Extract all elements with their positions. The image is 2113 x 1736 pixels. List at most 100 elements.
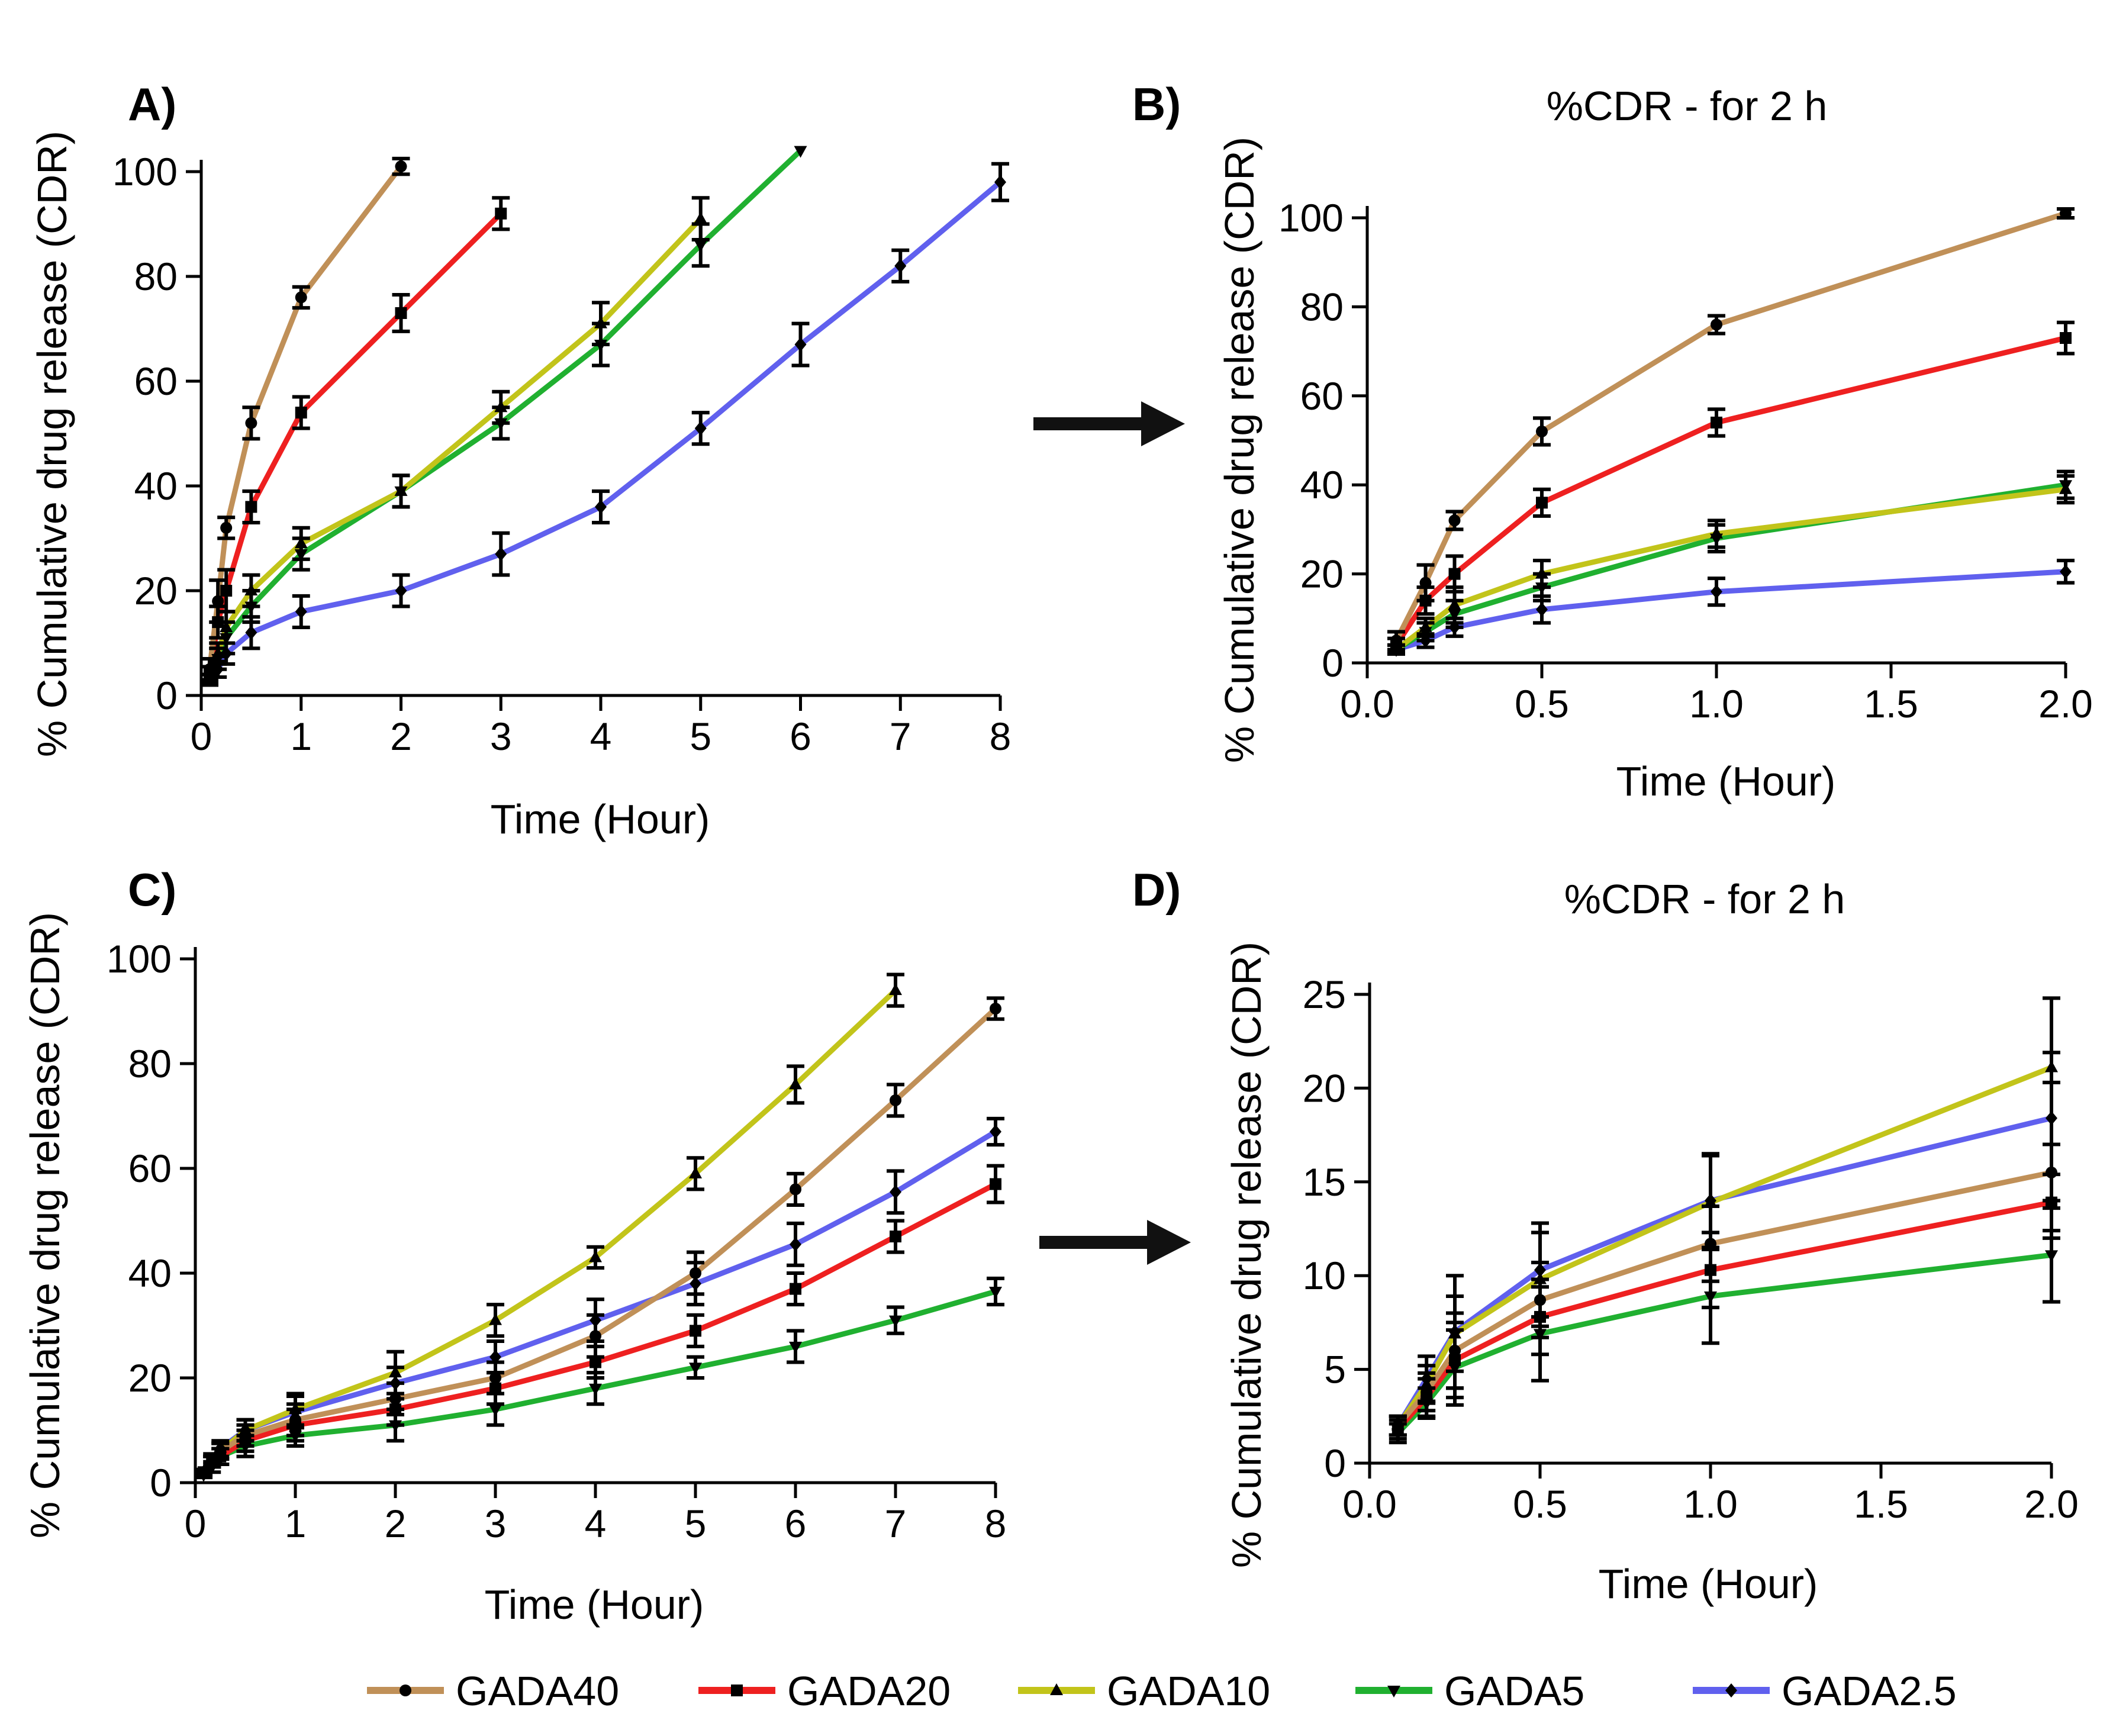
data-point-gada40: [220, 521, 233, 534]
x-tick-label: 3: [490, 714, 512, 758]
series-line-gada2.5: [1395, 1115, 2054, 1429]
x-tick-label: 2.0: [2038, 682, 2093, 726]
data-point-gada40: [1449, 1344, 1461, 1357]
panel-a-label: A): [128, 78, 176, 130]
y-tick-label: 15: [1303, 1160, 1346, 1204]
data-point-gada2.5: [395, 584, 407, 598]
legend-marker-gada10: [1050, 1683, 1063, 1695]
legend-label-gada5: GADA5: [1444, 1668, 1584, 1714]
data-point-gada20: [690, 1325, 701, 1337]
data-point-gada20: [245, 501, 257, 513]
series-line-gada5: [1393, 482, 2069, 652]
x-tick-label: 4: [590, 714, 612, 758]
y-tick-label: 20: [128, 1356, 172, 1400]
panel-c-chart: C) % Cumulative drug release (CDR) Time …: [22, 864, 1006, 1628]
data-point-gada10: [244, 584, 258, 595]
data-point-gada20: [2060, 332, 2072, 344]
series-line-gada20: [1393, 335, 2069, 648]
data-point-gada10: [1419, 620, 1432, 632]
data-point-gada10: [294, 536, 308, 549]
data-point-gada2.5: [2060, 564, 2072, 579]
x-tick-label: 0.0: [1342, 1482, 1397, 1526]
series-line-gada10: [1393, 487, 2069, 652]
data-point-gada40: [1419, 576, 1432, 589]
data-point-gada40: [239, 1429, 252, 1442]
x-tick-label: 1.5: [1864, 682, 1918, 726]
y-tick-label: 100: [112, 150, 178, 194]
data-point-gada5: [589, 1383, 602, 1396]
x-tick-label: 1.0: [1683, 1482, 1738, 1526]
data-point-gada10: [694, 211, 707, 224]
legend-marker-gada2.5: [1725, 1683, 1737, 1698]
data-point-gada40: [1390, 635, 1402, 647]
arrow-a-to-b: [1033, 401, 1185, 446]
data-point-gada10: [1704, 1195, 1717, 1207]
data-point-gada2.5: [790, 1237, 801, 1252]
data-point-gada10: [494, 400, 508, 413]
x-tick-label: 5: [685, 1502, 707, 1545]
x-tick-label: 1.0: [1689, 682, 1744, 726]
y-tick-label: 0: [1324, 1441, 1346, 1485]
y-tick-label: 80: [134, 255, 178, 298]
y-tick-label: 60: [134, 359, 178, 403]
x-tick-label: 5: [690, 714, 711, 758]
data-point-gada5: [794, 146, 807, 158]
data-point-gada40: [2060, 207, 2072, 220]
panel-d-ylabel: % Cumulative drug release (CDR): [1223, 942, 1270, 1568]
data-point-gada40: [295, 291, 307, 304]
y-tick-label: 80: [128, 1042, 172, 1086]
panel-b-ylabel: % Cumulative drug release (CDR): [1216, 137, 1262, 763]
x-tick-label: 0: [185, 1502, 207, 1545]
panel-d-chart: D) %CDR - for 2 h % Cumulative drug rele…: [1132, 864, 2079, 1607]
x-tick-label: 2: [390, 714, 412, 758]
y-tick-label: 0: [1322, 641, 1344, 685]
data-point-gada40: [1705, 1238, 1716, 1250]
data-point-gada2.5: [1536, 602, 1548, 617]
data-point-gada10: [594, 316, 607, 328]
data-point-gada40: [1711, 318, 1722, 331]
data-point-gada20: [1711, 416, 1722, 429]
data-point-gada40: [245, 417, 257, 429]
data-point-gada40: [690, 1267, 701, 1279]
y-tick-label: 25: [1303, 972, 1346, 1016]
data-point-gada10: [589, 1250, 602, 1262]
panel-c-xlabel: Time (Hour): [485, 1582, 704, 1628]
x-tick-label: 0.5: [1513, 1482, 1567, 1526]
x-tick-label: 2: [385, 1502, 407, 1545]
y-tick-label: 60: [128, 1146, 172, 1190]
y-tick-label: 20: [1300, 552, 1344, 596]
y-tick-label: 40: [128, 1251, 172, 1295]
x-tick-label: 8: [990, 714, 1012, 758]
data-point-gada5: [989, 1286, 1002, 1299]
data-point-gada2.5: [495, 547, 507, 562]
panel-b-title: %CDR - for 2 h: [1547, 83, 1828, 129]
legend-label-gada10: GADA10: [1107, 1668, 1270, 1714]
x-tick-label: 0.5: [1515, 682, 1569, 726]
data-point-gada40: [1392, 1419, 1404, 1432]
data-point-gada40: [890, 1094, 901, 1106]
data-point-gada40: [489, 1372, 501, 1384]
x-tick-label: 4: [585, 1502, 607, 1545]
y-tick-label: 100: [1278, 196, 1344, 240]
data-point-gada5: [2045, 1250, 2058, 1262]
series-line-gada20: [1395, 1200, 2054, 1432]
panel-a-xlabel: Time (Hour): [491, 796, 710, 842]
data-point-gada10: [2045, 1060, 2058, 1072]
y-tick-label: 80: [1300, 285, 1344, 328]
x-tick-label: 7: [890, 714, 911, 758]
series-line-gada2.5: [207, 179, 1003, 682]
panel-c-label: C): [128, 864, 176, 916]
panel-a-chart: A) % Cumulative drug release (CDR) Time …: [29, 78, 1011, 842]
data-point-gada40: [204, 663, 216, 675]
data-point-gada40: [289, 1413, 301, 1426]
data-point-gada2.5: [595, 500, 607, 514]
y-tick-label: 0: [150, 1461, 172, 1505]
data-point-gada2.5: [794, 337, 807, 352]
y-tick-label: 40: [1300, 463, 1344, 507]
panel-b-chart: B) %CDR - for 2 h % Cumulative drug rele…: [1132, 78, 2093, 804]
data-point-gada20: [395, 307, 407, 319]
series-line-gada5: [1395, 1252, 2054, 1436]
data-point-gada2.5: [890, 1184, 901, 1199]
y-tick-label: 60: [1300, 374, 1344, 418]
data-point-gada20: [590, 1356, 601, 1368]
